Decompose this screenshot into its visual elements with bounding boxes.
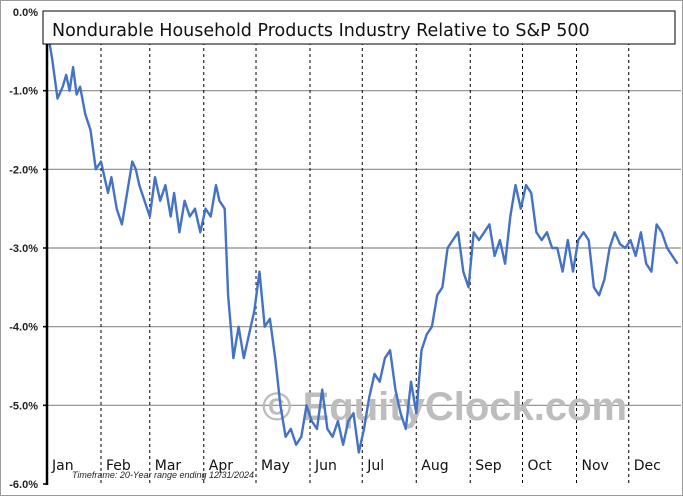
- series-line: [45, 27, 679, 454]
- x-axis-month-labels: Jan Feb Mar Apr May Jun Jul Aug Sep Oct Nov Dec: [51, 458, 661, 474]
- month-label: Dec: [634, 458, 661, 474]
- month-label: Jun: [314, 458, 337, 474]
- y-tick-label: -1.0%: [9, 86, 38, 98]
- month-label: Oct: [528, 458, 553, 474]
- month-label: Mar: [155, 458, 182, 474]
- y-tick-label: -5.0%: [9, 400, 38, 412]
- y-tick-label: -4.0%: [9, 322, 38, 334]
- y-axis-labels: 0.0% -1.0% -2.0% -3.0% -4.0% -5.0% -6.0%: [9, 7, 47, 491]
- month-label: Jan: [51, 458, 74, 474]
- month-label: May: [261, 458, 290, 474]
- y-tick-label: -2.0%: [9, 164, 38, 176]
- y-tick-label: -6.0%: [9, 479, 38, 491]
- month-label: Nov: [581, 458, 608, 474]
- horizontal-gridlines: [47, 90, 681, 406]
- month-label: Feb: [106, 458, 131, 474]
- chart-title: Nondurable Household Products Industry R…: [52, 21, 590, 41]
- timeframe-annotation: Timeframe: 20-Year range ending 12/31/20…: [72, 470, 254, 480]
- month-label: Sep: [475, 458, 502, 474]
- month-label: Apr: [209, 458, 233, 474]
- month-label: Aug: [421, 458, 448, 474]
- month-label: Jul: [366, 458, 384, 474]
- title-box: [42, 10, 676, 45]
- y-tick-label: -3.0%: [9, 243, 38, 255]
- y-tick-label: 0.0%: [13, 7, 38, 19]
